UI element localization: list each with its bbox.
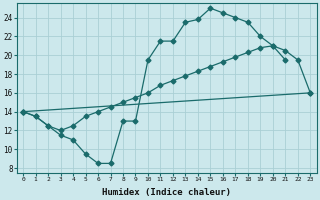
X-axis label: Humidex (Indice chaleur): Humidex (Indice chaleur) (102, 188, 231, 197)
